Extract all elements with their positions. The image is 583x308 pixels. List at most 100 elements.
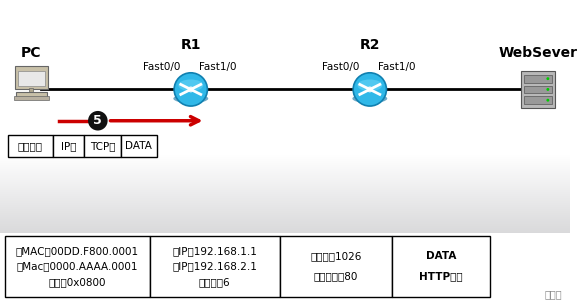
Bar [16,92,47,97]
Bar [0,196,570,197]
Bar [0,229,570,230]
Bar [0,182,570,183]
Bar [0,197,570,198]
Text: 源MAC：00DD.F800.0001: 源MAC：00DD.F800.0001 [16,246,139,256]
Bar [0,184,570,185]
Bar [84,136,121,157]
Bar [0,195,570,196]
Bar [0,174,570,175]
Text: 源端口号1026: 源端口号1026 [310,251,361,261]
Bar [0,163,570,164]
Bar [524,96,552,104]
Circle shape [546,77,549,80]
Bar [0,204,570,205]
Bar [0,232,570,233]
Bar [0,160,570,161]
Bar [0,209,570,210]
Bar [0,180,570,181]
Bar [150,236,280,297]
Bar [0,210,570,211]
Bar [0,230,570,231]
Bar [0,164,570,165]
Text: 以太网头: 以太网头 [18,141,43,151]
Bar [0,159,570,160]
Text: DATA: DATA [125,141,152,151]
Bar [0,201,570,202]
Bar [0,154,570,155]
Bar [0,153,570,154]
Circle shape [188,87,194,92]
Bar [0,186,570,187]
Bar [0,211,570,212]
Circle shape [546,88,549,91]
Text: Fast1/0: Fast1/0 [378,62,416,72]
Bar [0,198,570,199]
Bar [0,193,570,194]
Bar [0,158,570,159]
Bar [15,66,48,89]
Circle shape [546,99,549,102]
Bar [0,212,570,213]
Text: WebSever: WebSever [498,46,578,60]
Bar [121,136,156,157]
Bar [0,213,570,214]
Bar [0,177,570,178]
Bar [0,207,570,208]
Bar [0,223,570,224]
Circle shape [174,73,208,106]
Bar [0,189,570,190]
Text: 目Mac：0000.AAAA.0001: 目Mac：0000.AAAA.0001 [16,261,138,272]
Bar [0,206,570,207]
Bar [0,225,570,226]
Text: IP头: IP头 [61,141,76,151]
Bar [0,231,570,232]
Circle shape [88,111,108,131]
Text: 类型：0x0800: 类型：0x0800 [48,277,106,287]
Text: TCP头: TCP头 [90,141,115,151]
Bar [392,236,490,297]
Bar [0,227,570,228]
Text: 源IP：192.168.1.1: 源IP：192.168.1.1 [173,246,257,256]
Bar [0,220,570,221]
Bar [0,191,570,192]
Bar [0,226,570,227]
Bar [0,202,570,203]
Bar [0,156,570,157]
Text: 亿速云: 亿速云 [545,289,563,299]
Bar [0,200,570,201]
Text: Fast1/0: Fast1/0 [199,62,237,72]
Bar [0,179,570,180]
Text: R2: R2 [360,38,380,52]
Bar [0,161,570,162]
Bar [53,136,84,157]
Text: 5: 5 [93,114,102,127]
Bar [0,216,570,217]
Bar [0,205,570,206]
Bar [0,155,570,156]
Text: 目的端口号80: 目的端口号80 [314,272,358,282]
Text: HTTP荷载: HTTP荷载 [419,272,463,282]
Ellipse shape [357,79,382,91]
Bar [17,71,45,87]
Text: Fast0/0: Fast0/0 [322,62,359,72]
Bar [0,176,570,177]
Bar [0,166,570,167]
Bar [5,236,150,297]
Bar [0,194,570,195]
Bar [0,190,570,191]
Bar [13,96,49,100]
Bar [0,208,570,209]
Bar [0,215,570,216]
Bar [29,88,33,93]
Ellipse shape [352,94,387,103]
Bar [0,218,570,219]
Ellipse shape [173,94,208,103]
Bar [0,162,570,163]
Bar [0,222,570,223]
Bar [0,224,570,225]
Circle shape [367,87,373,92]
Bar [0,187,570,188]
Bar [0,219,570,220]
Bar [0,203,570,204]
Bar [0,178,570,179]
